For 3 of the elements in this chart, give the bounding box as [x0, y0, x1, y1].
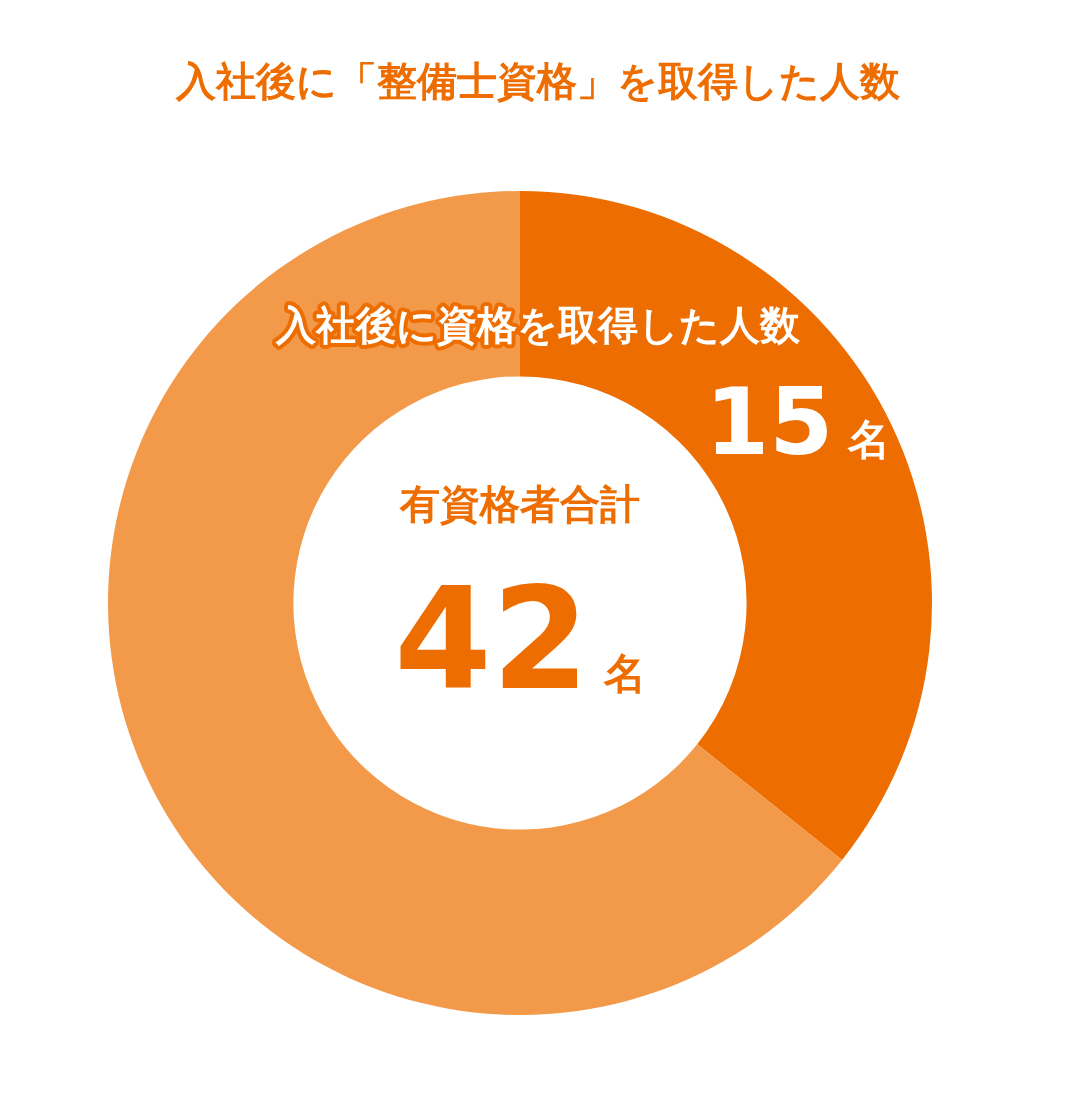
slice-label: 入社後に資格を取得した人数	[274, 301, 801, 348]
chart-title: 入社後に「整備士資格」を取得した人数	[174, 58, 901, 105]
text: 有資格者合計	[399, 481, 640, 528]
